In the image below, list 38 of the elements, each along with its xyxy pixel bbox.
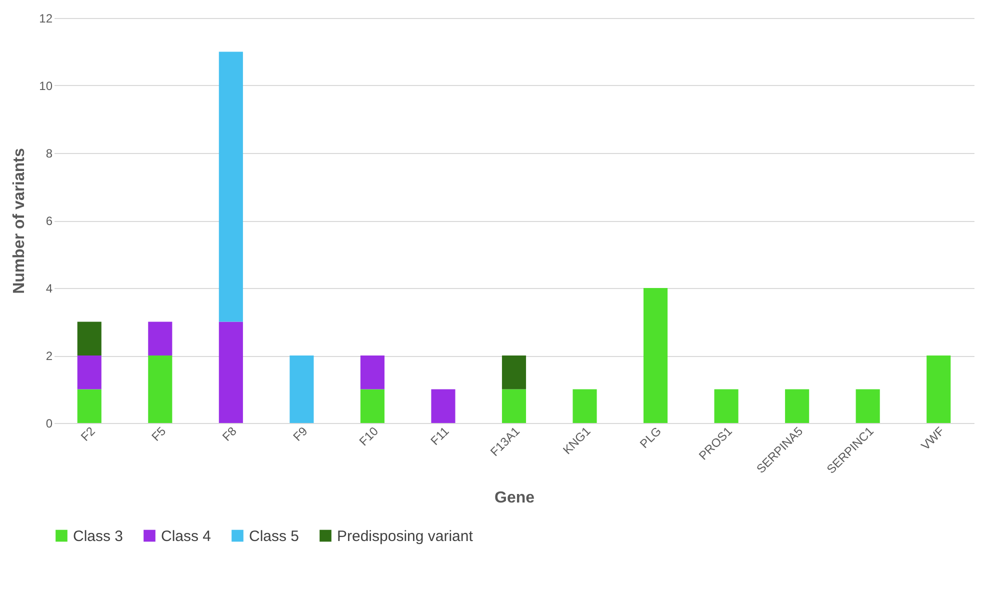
bar [360, 356, 384, 390]
legend-label: Class 4 [161, 528, 212, 545]
bar [148, 356, 172, 423]
y-tick-label: 0 [46, 416, 53, 430]
y-tick-label: 4 [46, 282, 53, 296]
bar [572, 389, 597, 423]
bar [77, 356, 102, 390]
y-tick-label: 6 [46, 214, 53, 228]
legend-label: Class 3 [73, 528, 124, 545]
y-tick-label: 10 [39, 79, 53, 93]
x-tick-label: F9 [290, 424, 310, 444]
x-tick-label: F8 [220, 424, 240, 444]
bar [218, 322, 243, 423]
legend-label: Class 5 [249, 528, 300, 545]
bar [431, 389, 456, 423]
bar [360, 389, 384, 423]
x-axis-title: Gene [494, 490, 535, 507]
y-tick-label: 8 [46, 146, 53, 160]
bar [856, 389, 880, 423]
y-tick-label: 12 [39, 12, 53, 26]
bar [644, 288, 668, 423]
bar [77, 322, 102, 356]
bar [714, 389, 738, 423]
bar [926, 356, 951, 423]
bar [502, 356, 526, 390]
y-axis-title: Number of variants [11, 148, 28, 294]
bar [502, 389, 526, 423]
x-tick-label: F2 [78, 424, 98, 444]
bar [785, 389, 810, 423]
y-tick-label: 2 [46, 349, 53, 363]
legend-label: Predisposing variant [337, 528, 474, 545]
bar [148, 322, 172, 356]
bar [218, 52, 243, 322]
bar [290, 356, 314, 423]
bar [77, 389, 102, 423]
x-tick-label: F10 [356, 424, 382, 449]
x-tick-label: F11 [428, 424, 452, 448]
x-tick-label: F5 [148, 424, 169, 444]
